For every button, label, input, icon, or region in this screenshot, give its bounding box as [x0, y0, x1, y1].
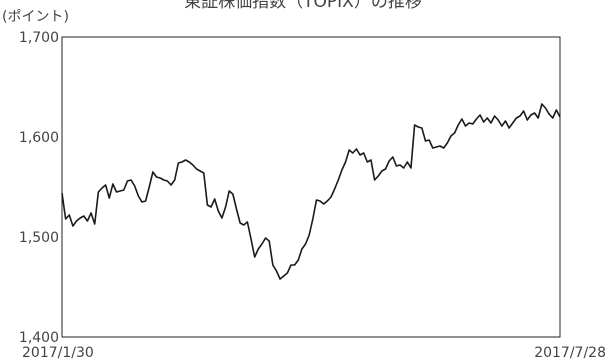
series-group [61, 103, 561, 280]
x-tick-label: 2017/1/30 [22, 345, 94, 361]
x-tick-label: 2017/7/28 [534, 345, 606, 361]
y-tick-label: 1,600 [19, 130, 59, 146]
y-tick-label: 1,700 [19, 30, 59, 46]
x-tick-labels: 2017/1/30 2017/7/28 [22, 345, 606, 361]
y-tick-labels: 1,400 1,500 1,600 1,700 [19, 30, 59, 346]
plot-area-frame [61, 36, 561, 338]
y-tick-label: 1,500 [19, 230, 59, 246]
y-axis-unit-label: (ポイント) [2, 9, 69, 25]
y-tick-label: 1,400 [19, 330, 59, 346]
series-line [61, 103, 561, 280]
chart-title: 東証株価指数（TOPIX）の推移 [184, 0, 422, 12]
